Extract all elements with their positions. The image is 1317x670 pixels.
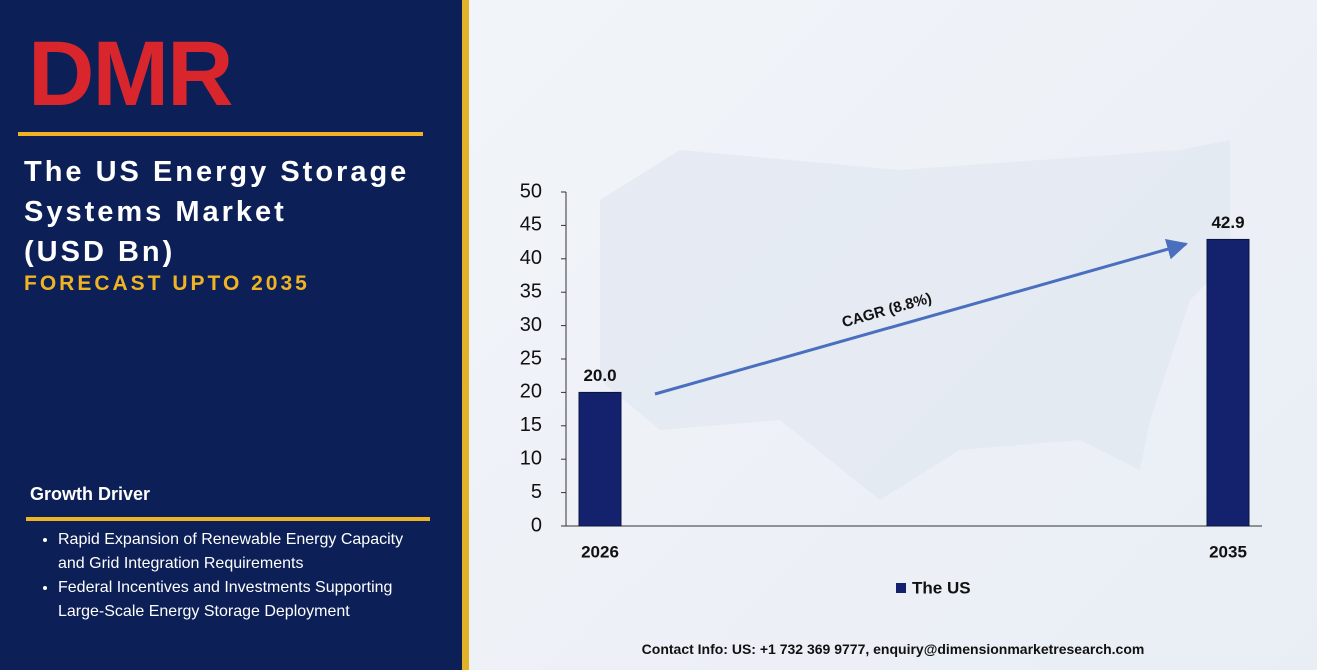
stripe (462, 0, 469, 670)
title-line: Systems Market (24, 196, 287, 228)
contact-info: Contact Info: US: +1 732 369 9777, enqui… (641, 641, 1145, 657)
y-tick-label: 15 (520, 414, 542, 436)
y-tick-label: 30 (520, 314, 542, 336)
y-tick-label: 5 (531, 481, 542, 503)
value-label: 42.9 (1211, 213, 1244, 232)
y-tick-label: 10 (520, 447, 542, 469)
y-tick-label: 20 (520, 381, 542, 403)
y-tick-label: 35 (520, 280, 542, 302)
growth-driver-heading: Growth Driver (30, 484, 151, 504)
y-tick-label: 0 (531, 514, 542, 536)
cagr-arrow (654, 239, 1189, 396)
x-tick-label: 2035 (1209, 542, 1247, 561)
growth-driver-item: Rapid Expansion of Renewable Energy Capa… (58, 528, 433, 576)
subtitle: FORECAST UPTO 2035 (24, 272, 310, 295)
x-tick-label: 2026 (581, 542, 619, 561)
bar (578, 391, 622, 527)
left-panel: DMR The US Energy Storage Systems Market… (0, 0, 462, 670)
divider (26, 517, 430, 521)
value-label: 20.0 (583, 366, 616, 385)
divider (18, 132, 423, 136)
bar (1206, 238, 1250, 527)
y-tick-label: 45 (520, 214, 542, 236)
y-tick-label: 50 (520, 180, 542, 202)
logo: DMR (28, 23, 234, 125)
title-line: (USD Bn) (24, 236, 176, 268)
growth-driver-item: Federal Incentives and Investments Suppo… (58, 576, 433, 624)
legend-label: The US (912, 578, 971, 597)
y-tick-label: 25 (520, 347, 542, 369)
title: The US Energy Storage Systems Market (US… (24, 152, 409, 272)
y-tick-label: 40 (520, 247, 542, 269)
title-line: The US Energy Storage (24, 156, 410, 188)
growth-driver-list: Rapid Expansion of Renewable Energy Capa… (30, 528, 433, 624)
legend-swatch (896, 583, 906, 593)
